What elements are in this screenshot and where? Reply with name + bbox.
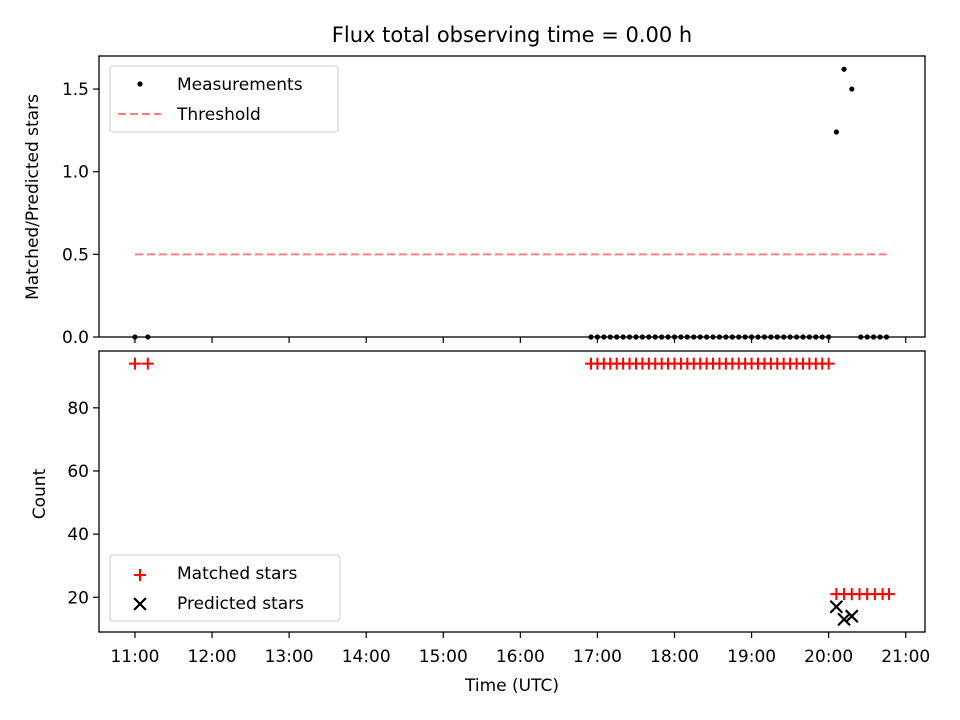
measurement-point bbox=[639, 334, 645, 340]
measurement-point bbox=[614, 334, 620, 340]
measurement-point bbox=[841, 66, 847, 72]
x-tick-label: 17:00 bbox=[573, 647, 622, 667]
measurement-point bbox=[781, 334, 787, 340]
measurements-legend-marker bbox=[137, 81, 143, 87]
measurement-point bbox=[633, 334, 639, 340]
x-tick-label: 18:00 bbox=[650, 647, 699, 667]
measurement-point bbox=[704, 334, 710, 340]
measurement-point bbox=[601, 334, 607, 340]
bottom-axes-frame bbox=[98, 350, 926, 633]
measurement-point bbox=[736, 334, 742, 340]
measurement-point bbox=[787, 334, 793, 340]
measurement-point bbox=[858, 334, 864, 340]
measurement-point bbox=[800, 334, 806, 340]
measurement-point bbox=[819, 334, 825, 340]
measurement-point bbox=[132, 334, 138, 340]
measurement-point bbox=[742, 334, 748, 340]
measurements-panel: Flux total observing time = 0.00 h 0.00.… bbox=[23, 23, 926, 348]
top-y-tick-label: 0.0 bbox=[62, 328, 89, 348]
measurement-point bbox=[864, 334, 870, 340]
predicted-star-marker bbox=[829, 599, 844, 614]
measurement-point bbox=[833, 129, 839, 135]
measurement-point bbox=[588, 334, 594, 340]
measurement-point bbox=[729, 334, 735, 340]
matched-star-marker bbox=[128, 357, 141, 370]
measurement-point bbox=[620, 334, 626, 340]
measurement-point bbox=[691, 334, 697, 340]
x-tick-label: 11:00 bbox=[110, 647, 159, 667]
measurement-point bbox=[145, 334, 151, 340]
top-axes-frame bbox=[98, 55, 926, 338]
measurement-point bbox=[813, 334, 819, 340]
x-tick-label: 12:00 bbox=[188, 647, 237, 667]
measurement-point bbox=[793, 334, 800, 340]
matched-star-marker bbox=[822, 357, 835, 370]
matched-star-marker bbox=[883, 588, 896, 601]
measurement-point bbox=[871, 334, 877, 340]
x-tick-label: 20:00 bbox=[804, 647, 853, 667]
measurement-point bbox=[826, 334, 832, 340]
measurement-point bbox=[748, 334, 755, 340]
measurement-point bbox=[697, 334, 703, 340]
top-axes-ticks: 0.0 0.5 1.0 1.5 bbox=[62, 80, 907, 348]
measurement-point bbox=[671, 334, 678, 340]
measurements-legend-label: Measurements bbox=[177, 75, 303, 95]
measurement-point bbox=[594, 334, 601, 340]
predicted-star-marker bbox=[837, 612, 851, 627]
measurement-point bbox=[652, 334, 658, 340]
x-tick-label: 19:00 bbox=[727, 647, 776, 667]
x-tick-label: 21:00 bbox=[881, 647, 930, 667]
top-y-tick-label: 0.5 bbox=[62, 245, 89, 265]
bottom-y-axis-label: Count bbox=[30, 468, 50, 519]
bottom-legend-box bbox=[109, 554, 341, 622]
measurement-point bbox=[723, 334, 729, 340]
measurement-point bbox=[849, 86, 855, 92]
measurement-point bbox=[684, 334, 690, 340]
bottom-y-tick-label: 40 bbox=[67, 525, 89, 545]
x-tick-label: 14:00 bbox=[342, 647, 391, 667]
matched-stars-legend-marker bbox=[134, 569, 146, 581]
measurement-point bbox=[678, 334, 684, 340]
measurement-point bbox=[716, 334, 723, 340]
measurement-point bbox=[626, 334, 633, 340]
top-plot-area bbox=[132, 66, 890, 340]
threshold-legend-label: Threshold bbox=[176, 105, 261, 125]
predicted-stars-legend-marker bbox=[133, 597, 147, 611]
chart-title: Flux total observing time = 0.00 h bbox=[332, 23, 692, 47]
bottom-y-tick-label: 60 bbox=[67, 462, 89, 482]
x-tick-label: 15:00 bbox=[419, 647, 468, 667]
bottom-y-tick-label: 20 bbox=[67, 588, 89, 608]
measurement-point bbox=[755, 334, 761, 340]
counts-panel: 20 40 60 80 11:00 12:00 13:00 14:00 15:00 16:00 17… bbox=[30, 350, 930, 696]
x-axis-label: Time (UTC) bbox=[464, 676, 559, 696]
matched-star-marker bbox=[141, 357, 154, 370]
predicted-stars-legend-label: Predicted stars bbox=[177, 594, 304, 614]
measurement-point bbox=[607, 334, 613, 340]
measurement-point bbox=[883, 334, 890, 340]
bottom-axes-ticks: 20 40 60 80 11:00 12:00 13:00 14:00 15:00 16:00 17… bbox=[67, 399, 930, 667]
top-y-tick-label: 1.5 bbox=[62, 80, 89, 100]
measurement-point bbox=[877, 334, 883, 340]
x-tick-label: 16:00 bbox=[496, 647, 545, 667]
measurement-point bbox=[665, 334, 671, 340]
measurement-point bbox=[659, 334, 665, 340]
measurement-point bbox=[774, 334, 780, 340]
measurement-point bbox=[646, 334, 652, 340]
bottom-y-tick-label: 80 bbox=[67, 399, 89, 419]
top-y-axis-label: Matched/Predicted stars bbox=[23, 94, 43, 300]
measurement-point bbox=[806, 334, 812, 340]
measurement-point bbox=[710, 334, 716, 340]
top-legend: Measurements Threshold bbox=[109, 65, 339, 133]
top-y-tick-label: 1.0 bbox=[62, 163, 89, 183]
measurement-point bbox=[768, 334, 774, 340]
x-tick-label: 13:00 bbox=[265, 647, 314, 667]
bottom-legend: Matched stars Predicted stars bbox=[109, 554, 341, 622]
predicted-star-marker bbox=[845, 609, 859, 623]
bottom-plot-area bbox=[128, 357, 896, 627]
top-legend-box bbox=[109, 65, 339, 133]
measurement-point bbox=[761, 334, 768, 340]
matched-stars-legend-label: Matched stars bbox=[177, 564, 297, 584]
